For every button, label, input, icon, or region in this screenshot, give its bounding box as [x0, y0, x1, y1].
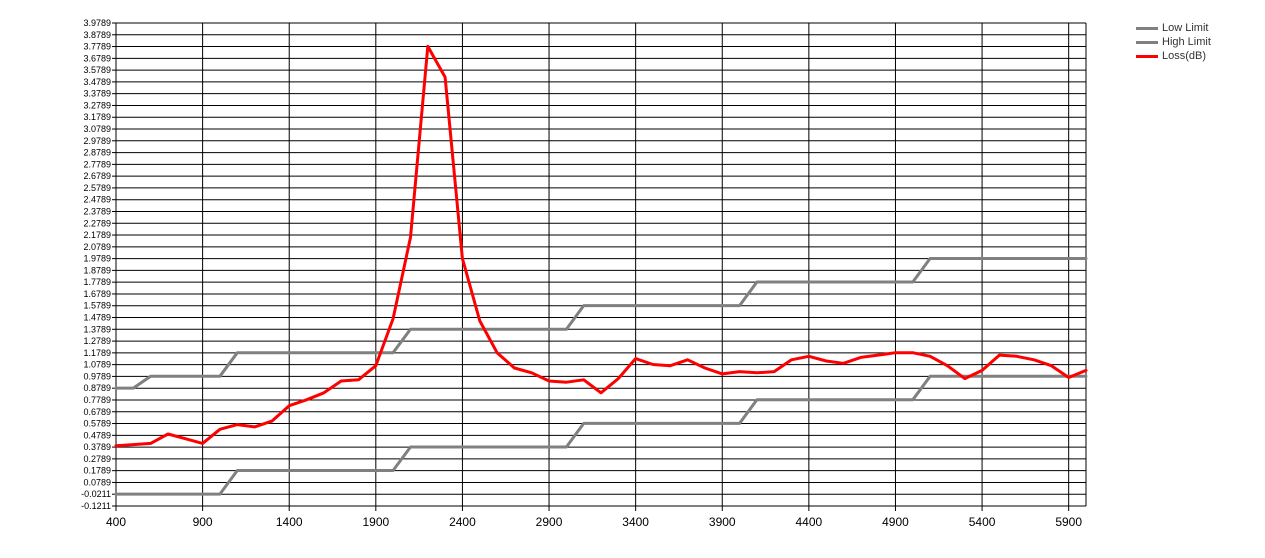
y-tick-label: 1.1789 [83, 348, 111, 358]
y-tick-label: 0.8789 [83, 383, 111, 393]
y-tick-label: 2.1789 [83, 230, 111, 240]
y-tick-label: 2.2789 [83, 218, 111, 228]
y-tick-label: 0.0789 [83, 477, 111, 487]
y-tick-label: 3.3789 [83, 89, 111, 99]
y-tick-label: 1.4789 [83, 313, 111, 323]
x-tick-label: 400 [106, 515, 126, 529]
y-tick-label: 3.5789 [83, 65, 111, 75]
y-tick-label: 2.8789 [83, 148, 111, 158]
y-tick-label: 2.4789 [83, 195, 111, 205]
y-tick-label: 1.0789 [83, 360, 111, 370]
legend-label-high-limit: High Limit [1162, 36, 1211, 48]
y-tick-label: 1.8789 [83, 265, 111, 275]
x-tick-label: 4900 [882, 515, 909, 529]
x-axis-tick-labels: 400 900 1400 1900 2400 2900 3400 3900 4400 4900 54… [106, 515, 1082, 529]
y-tick-label: 0.7789 [83, 395, 111, 405]
y-tick-label: 1.2789 [83, 336, 111, 346]
y-tick-label: 3.4789 [83, 77, 111, 87]
y-tick-label: 0.4789 [83, 430, 111, 440]
legend-swatch-low-limit [1136, 26, 1158, 30]
legend-item-loss: Loss(dB) [1136, 49, 1211, 63]
y-tick-label: 3.9789 [83, 18, 111, 28]
y-tick-label: -0.1211 [81, 501, 111, 511]
y-tick-label: 0.3789 [83, 442, 111, 452]
y-tick-label: 2.6789 [83, 171, 111, 181]
legend: Low Limit High Limit Loss(dB) [1136, 21, 1211, 63]
x-tick-label: 900 [193, 515, 213, 529]
series-line-high-limit [114, 257, 1088, 390]
x-tick-label: 5400 [969, 515, 996, 529]
y-tick-label: -0.0211 [81, 489, 111, 499]
y-tick-label: 1.9789 [83, 254, 111, 264]
x-tick-label: 4400 [796, 515, 823, 529]
y-tick-label: 0.9789 [83, 371, 111, 381]
series-lines [114, 44, 1088, 496]
grid-lines [116, 22, 1086, 507]
y-tick-label: 1.3789 [83, 324, 111, 334]
y-tick-label: 0.5789 [83, 419, 111, 429]
x-tick-label: 2900 [536, 515, 563, 529]
y-tick-label: 0.6789 [83, 407, 111, 417]
x-tick-label: 3900 [709, 515, 736, 529]
legend-swatch-loss [1136, 54, 1158, 58]
y-tick-label: 0.1789 [83, 466, 111, 476]
series-line-low-limit [114, 374, 1088, 496]
y-tick-label: 2.0789 [83, 242, 111, 252]
x-tick-label: 5900 [1055, 515, 1082, 529]
y-tick-label: 1.6789 [83, 289, 111, 299]
y-tick-label: 3.7789 [83, 42, 111, 52]
y-tick-label: 2.5789 [83, 183, 111, 193]
legend-label-low-limit: Low Limit [1162, 22, 1209, 34]
y-tick-label: 0.2789 [83, 454, 111, 464]
legend-item-low-limit: Low Limit [1136, 21, 1211, 35]
y-tick-label: 2.9789 [83, 136, 111, 146]
y-tick-label: 3.2789 [83, 100, 111, 110]
y-tick-label: 3.6789 [83, 53, 111, 63]
x-tick-label: 3400 [622, 515, 649, 529]
axes [112, 22, 1087, 511]
x-tick-label: 1400 [276, 515, 303, 529]
y-tick-label: 3.1789 [83, 112, 111, 122]
series-line-loss [114, 44, 1088, 448]
y-tick-label: 1.5789 [83, 301, 111, 311]
legend-item-high-limit: High Limit [1136, 35, 1211, 49]
legend-label-loss: Loss(dB) [1162, 50, 1207, 62]
y-tick-label: 2.3789 [83, 206, 111, 216]
x-tick-label: 2400 [449, 515, 476, 529]
y-tick-label: 3.0789 [83, 124, 111, 134]
y-tick-label: 1.7789 [83, 277, 111, 287]
legend-swatch-high-limit [1136, 40, 1158, 44]
y-tick-label: 2.7789 [83, 159, 111, 169]
x-tick-label: 1900 [362, 515, 389, 529]
y-tick-label: 3.8789 [83, 30, 111, 40]
